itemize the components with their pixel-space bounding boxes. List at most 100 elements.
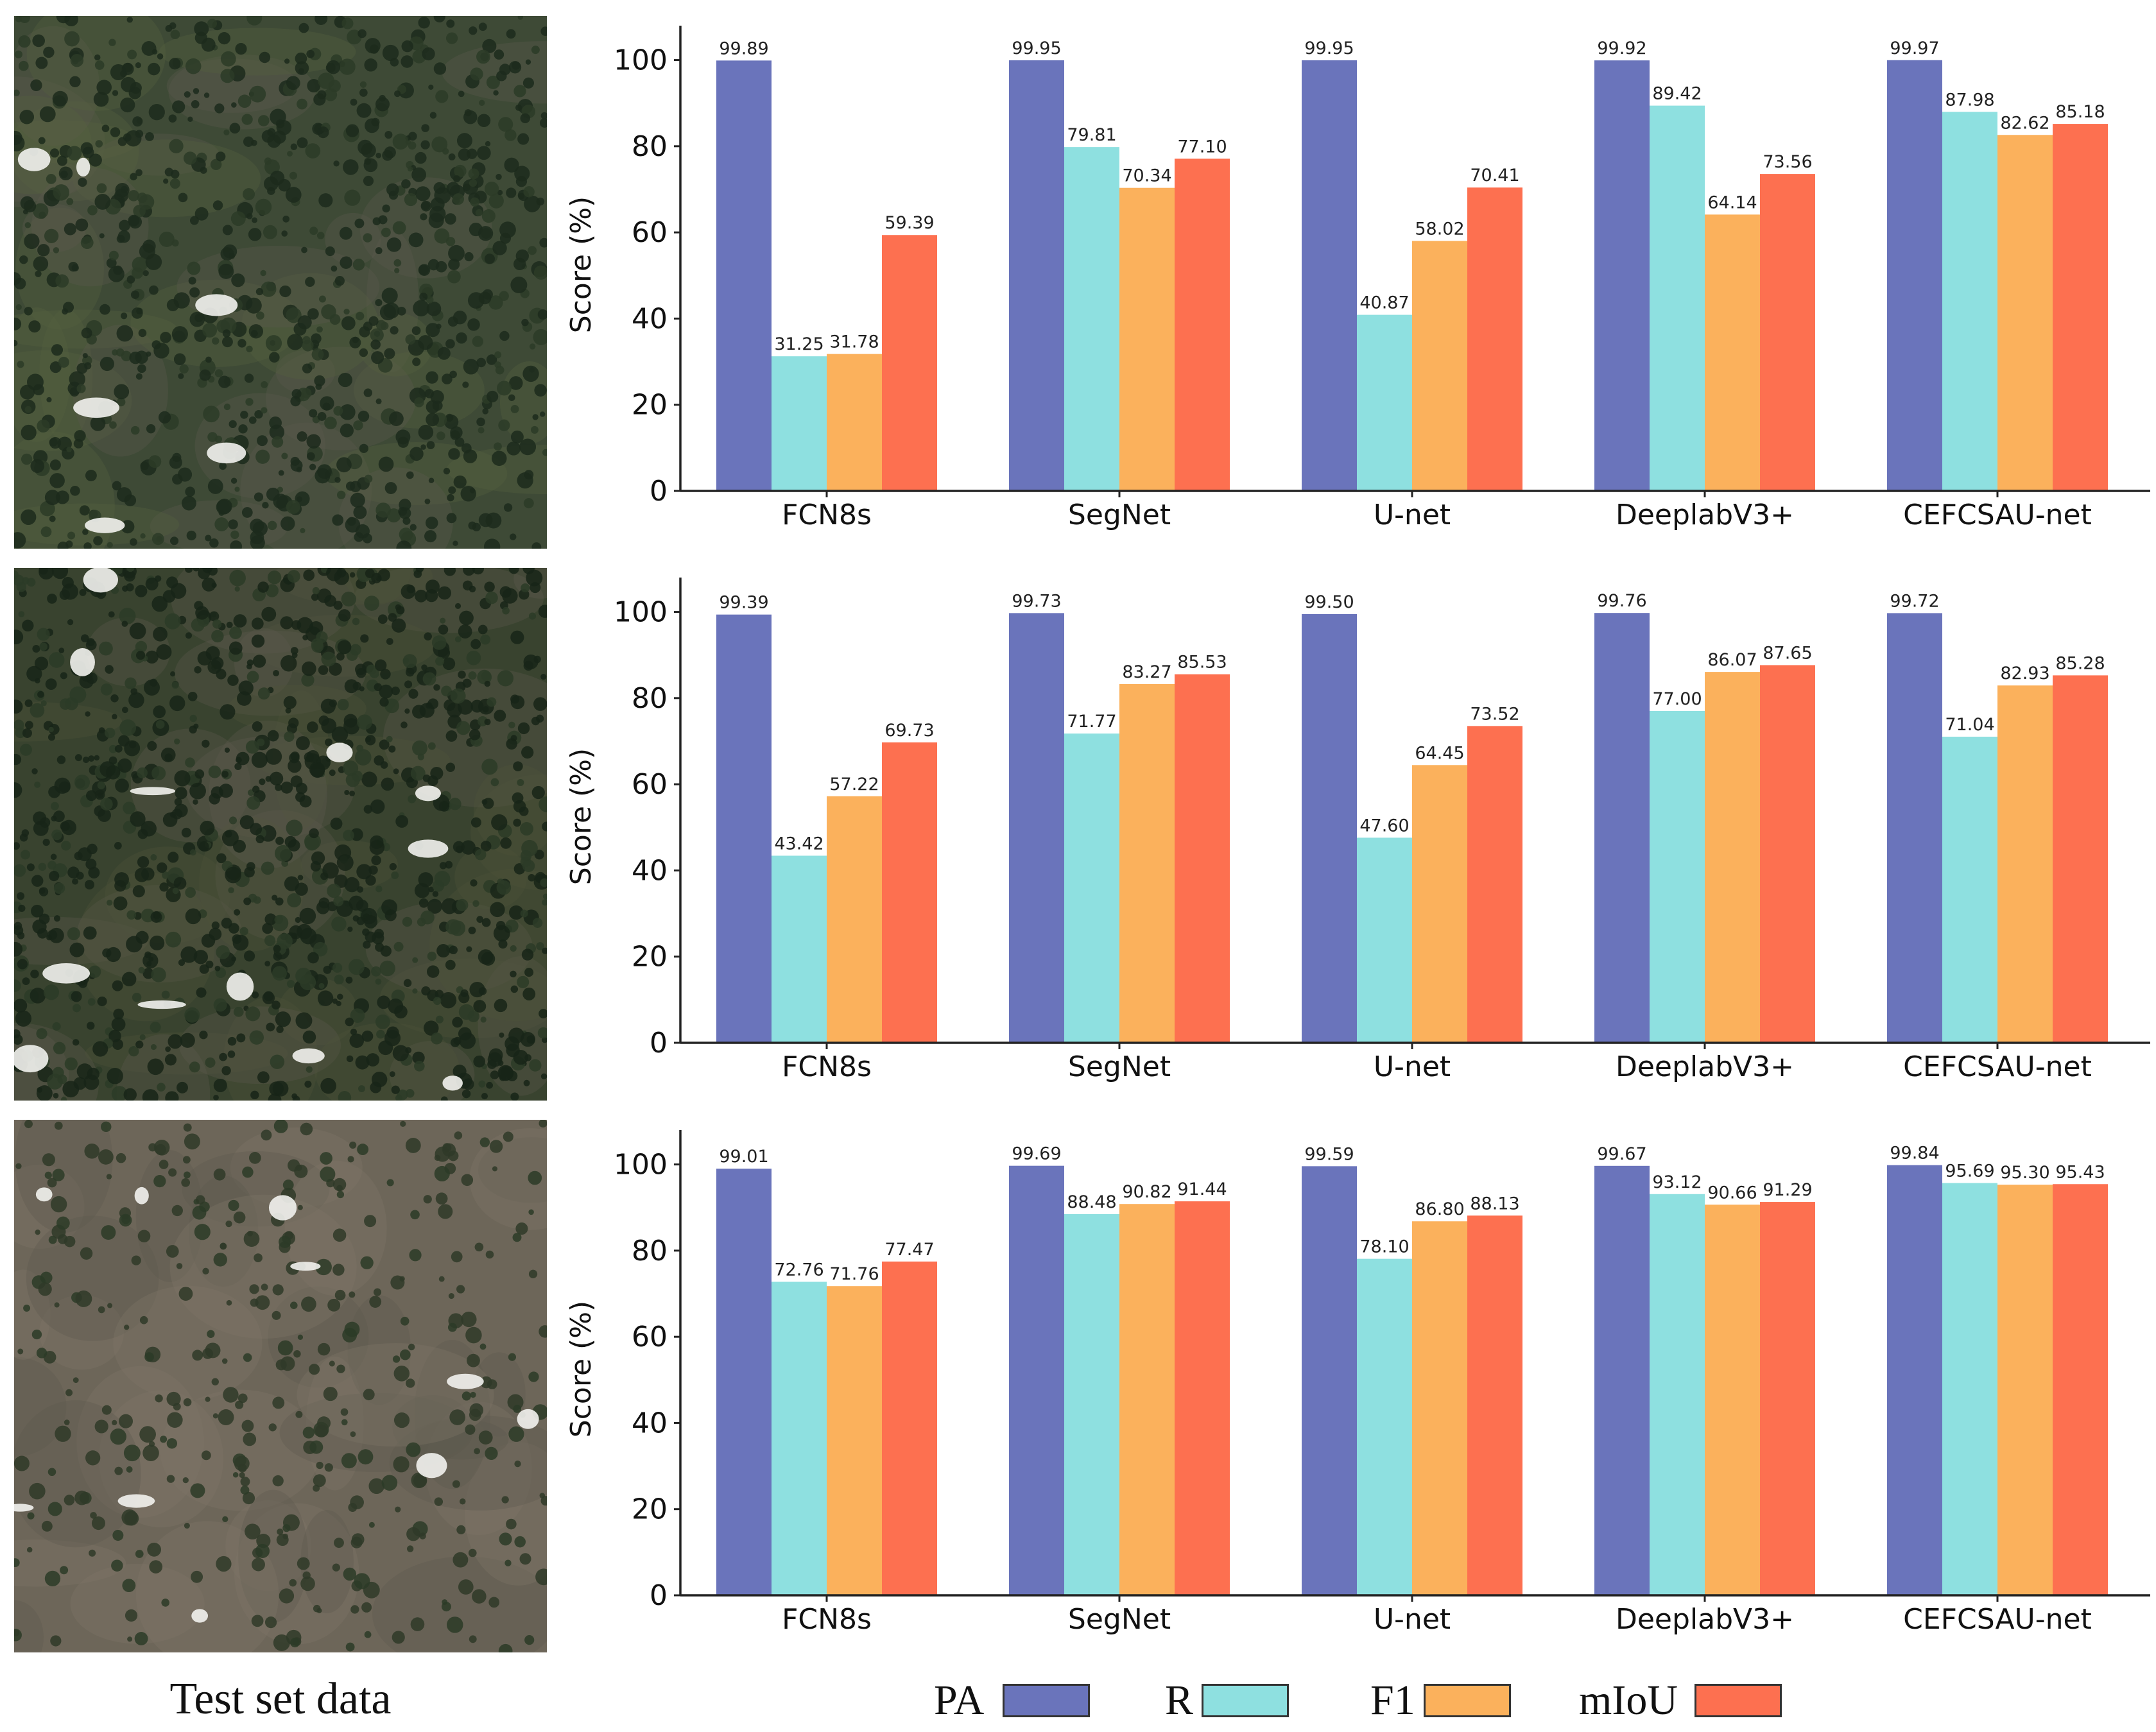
tree-crown: [214, 517, 229, 531]
tree-crown: [132, 116, 143, 127]
tree-crown: [419, 1532, 426, 1539]
tree-crown: [124, 1325, 130, 1330]
tree-crown: [322, 862, 339, 879]
tree-crown: [318, 665, 329, 675]
tree-crown: [458, 90, 465, 98]
tree-crown: [447, 493, 454, 502]
snow-patch: [191, 1609, 209, 1623]
tree-crown: [128, 1046, 139, 1057]
tree-crown: [73, 1004, 81, 1013]
tree-crown: [384, 482, 397, 494]
tree-crown: [289, 171, 297, 180]
tree-crown: [291, 652, 298, 658]
tree-crown: [318, 193, 333, 208]
bar-deeplabv3-miou: [1760, 1202, 1815, 1595]
tree-crown: [508, 1027, 524, 1043]
tree-crown: [74, 754, 82, 762]
tree-crown: [496, 173, 502, 180]
tree-crown: [14, 532, 26, 549]
tree-crown: [506, 738, 517, 750]
tree-crown: [540, 112, 547, 119]
tree-crown: [336, 457, 352, 473]
tree-crown: [273, 1634, 290, 1651]
tree-crown: [32, 919, 47, 934]
tree-crown: [57, 541, 69, 549]
tree-crown: [135, 585, 148, 597]
tree-crown: [474, 1242, 484, 1252]
tree-crown: [64, 1419, 70, 1425]
bar-deeplabv3-pa: [1594, 60, 1650, 491]
tree-crown: [445, 339, 455, 349]
tree-crown: [186, 530, 196, 541]
tree-crown: [26, 665, 42, 682]
tree-crown: [221, 1066, 231, 1076]
tree-crown: [363, 941, 371, 949]
tree-crown: [169, 536, 179, 545]
tree-crown: [404, 193, 418, 207]
y-axis-label: Score (%): [565, 1301, 598, 1437]
tree-crown: [390, 326, 399, 335]
tree-crown: [474, 1448, 481, 1455]
tree-crown: [447, 270, 461, 284]
tree-crown: [259, 778, 266, 785]
tree-crown: [17, 361, 24, 368]
tree-crown: [392, 1045, 409, 1061]
tree-crown: [111, 1559, 123, 1572]
tree-crown: [273, 130, 286, 144]
tree-crown: [110, 127, 121, 137]
tree-crown: [336, 490, 346, 499]
legend-label-r: R: [1165, 1677, 1194, 1724]
tree-crown: [49, 459, 61, 471]
bar-u-net-miou: [1467, 726, 1522, 1043]
value-label-u-net-pa: 99.59: [1304, 1144, 1354, 1164]
tree-crown: [354, 1573, 370, 1590]
tree-crown: [347, 1156, 354, 1163]
tree-crown: [82, 353, 88, 359]
tree-crown: [39, 106, 56, 123]
tree-crown: [494, 351, 502, 359]
tree-crown: [250, 519, 264, 533]
tree-crown: [320, 1077, 336, 1094]
tree-crown: [380, 945, 392, 957]
tree-crown: [229, 123, 241, 134]
tree-crown: [438, 624, 449, 635]
tree-crown: [494, 49, 505, 60]
tree-crown: [404, 708, 410, 714]
tree-crown: [56, 155, 67, 166]
tree-crown: [529, 1059, 542, 1072]
terrain-patch: [415, 1419, 509, 1460]
tree-crown: [88, 965, 101, 979]
tree-crown: [252, 991, 259, 999]
terrain-patch: [389, 1415, 547, 1511]
tree-crown: [332, 1228, 347, 1242]
tree-crown: [46, 934, 52, 941]
snow-patch: [130, 787, 176, 796]
tree-crown: [505, 129, 517, 141]
tree-crown: [510, 985, 519, 993]
tree-crown: [401, 179, 411, 189]
tree-crown: [338, 372, 352, 388]
tree-crown: [114, 872, 129, 887]
tree-crown: [182, 1156, 191, 1164]
tree-crown: [96, 183, 107, 194]
value-label-u-net-r: 78.10: [1359, 1237, 1409, 1257]
tree-crown: [448, 153, 456, 160]
tree-crown: [49, 148, 60, 158]
tree-crown: [19, 743, 32, 756]
tree-crown: [100, 798, 113, 810]
bar-deeplabv3-pa: [1594, 613, 1650, 1043]
tree-crown: [187, 116, 193, 122]
tree-crown: [64, 31, 80, 47]
value-label-segnet-miou: 77.10: [1177, 137, 1227, 157]
tree-crown: [150, 1022, 161, 1033]
tree-crown: [123, 62, 133, 73]
tree-crown: [239, 1472, 245, 1479]
tree-crown: [286, 499, 300, 515]
tree-crown: [101, 1405, 112, 1415]
tree-crown: [528, 874, 535, 882]
tree-crown: [379, 684, 393, 699]
tree-crown: [460, 486, 476, 502]
tree-crown: [18, 904, 26, 913]
tree-crown: [324, 1463, 333, 1472]
tree-crown: [453, 1036, 461, 1045]
